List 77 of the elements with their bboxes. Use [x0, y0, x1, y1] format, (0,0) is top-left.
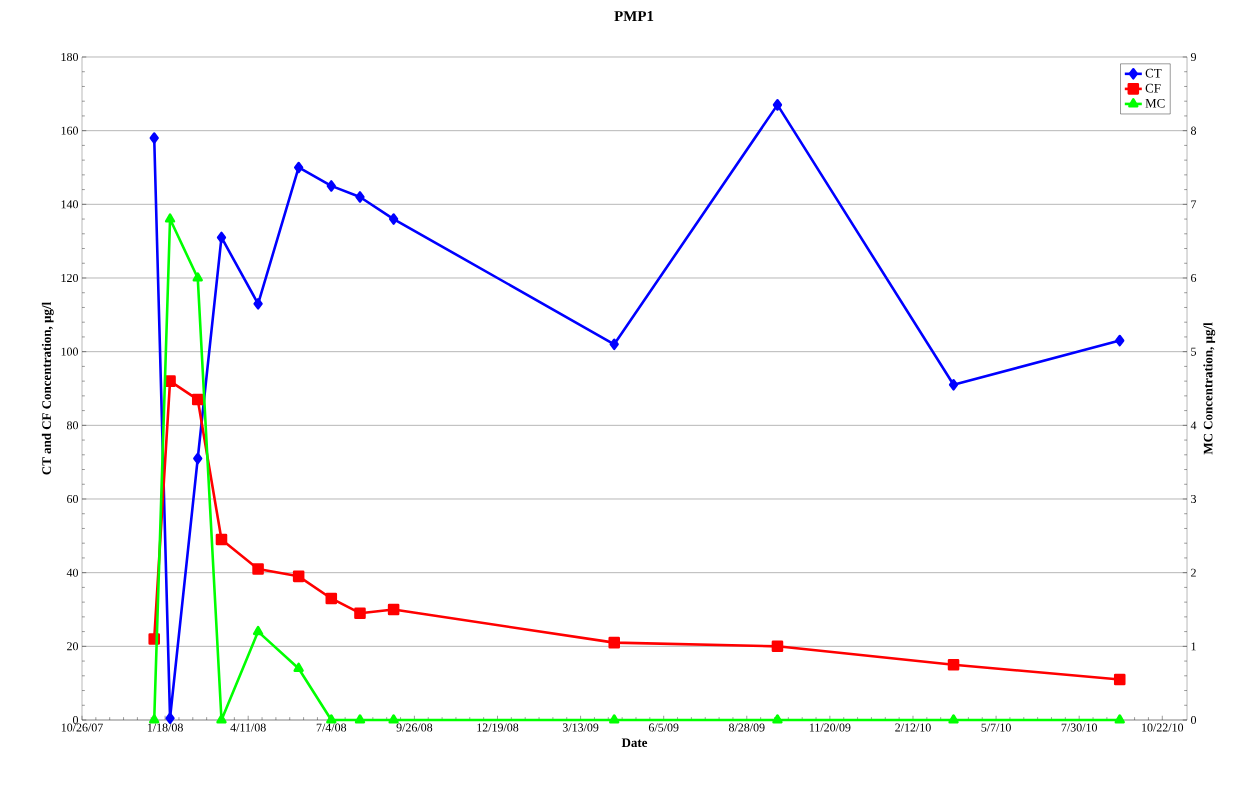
y-tick-label: 140	[61, 200, 79, 209]
point	[193, 452, 203, 465]
point	[293, 662, 304, 672]
point	[608, 636, 621, 649]
point	[948, 714, 959, 724]
point	[388, 714, 399, 724]
point	[355, 191, 365, 203]
point	[609, 714, 620, 724]
point	[772, 714, 783, 724]
point	[387, 603, 400, 616]
point	[292, 570, 305, 583]
point	[771, 640, 784, 653]
point	[1115, 334, 1125, 347]
point	[252, 563, 264, 575]
point	[354, 714, 366, 724]
point	[388, 213, 399, 225]
point	[149, 714, 160, 724]
point	[354, 607, 366, 619]
point	[1114, 714, 1125, 724]
y-tick-label: 100	[61, 347, 79, 356]
x-tick-label: 5/7/10	[981, 723, 1011, 732]
point	[609, 338, 619, 351]
x-tick-label: 12/19/08	[477, 723, 519, 732]
x-axis-title: Date	[621, 738, 648, 748]
point	[149, 132, 159, 144]
point	[948, 379, 959, 391]
point	[191, 393, 204, 406]
y-tick-label: 20	[67, 642, 79, 651]
y2-tick-label: 9	[1190, 52, 1197, 61]
point	[293, 161, 304, 174]
y-tick-label: 80	[66, 421, 79, 430]
point	[164, 213, 176, 223]
point	[326, 714, 337, 724]
x-tick-label: 4/11/08	[230, 723, 266, 732]
point	[772, 99, 783, 111]
legend-label: CT	[1145, 68, 1162, 78]
x-tick-label: 10/26/07	[61, 723, 103, 732]
x-tick-label: 11/20/09	[809, 723, 851, 732]
y-tick-label: 160	[61, 126, 79, 135]
y-tick-label: 180	[61, 52, 79, 62]
y2-tick-label: 4	[1190, 421, 1197, 430]
point	[1113, 673, 1126, 686]
y2-tick-label: 8	[1190, 126, 1197, 135]
y2-tick-label: 5	[1191, 347, 1197, 356]
y2-tick-label: 0	[1190, 715, 1197, 725]
x-tick-label: 10/22/10	[1142, 723, 1184, 732]
y-tick-label: 60	[67, 494, 79, 504]
y-tick-label: 40	[66, 568, 79, 577]
point	[192, 272, 203, 282]
chart-title: PMP1	[614, 11, 654, 21]
x-tick-label: 2/12/10	[895, 723, 931, 732]
point	[947, 658, 960, 671]
point	[215, 533, 228, 546]
point	[326, 180, 336, 192]
point	[216, 714, 227, 724]
y2-tick-label: 6	[1191, 273, 1197, 282]
y2-tick-label: 1	[1191, 642, 1196, 651]
y2-tick-label: 2	[1191, 568, 1196, 577]
x-tick-label: 1/18/08	[147, 723, 183, 732]
point	[216, 231, 227, 244]
y-tick-label: 120	[61, 273, 79, 283]
x-tick-label: 6/5/09	[648, 723, 679, 732]
x-tick-label: 8/28/09	[728, 723, 765, 732]
point	[325, 592, 338, 605]
y-axis-title: CT and CF Concentration, µg/l	[41, 302, 54, 475]
x-tick-label: 3/13/09	[562, 723, 599, 732]
point	[252, 625, 264, 636]
point	[253, 297, 263, 310]
x-tick-label: 7/30/10	[1061, 723, 1097, 732]
x-tick-label: 7/4/08	[316, 723, 347, 732]
legend-label: CF	[1145, 83, 1161, 93]
y2-tick-label: 7	[1191, 200, 1197, 209]
legend-label: MC	[1145, 98, 1165, 108]
point	[165, 712, 175, 724]
y2-axis-title: MC Concentration, µg/l	[1203, 322, 1216, 455]
x-tick-label: 9/26/08	[396, 723, 433, 732]
y2-tick-label: 3	[1191, 494, 1197, 504]
